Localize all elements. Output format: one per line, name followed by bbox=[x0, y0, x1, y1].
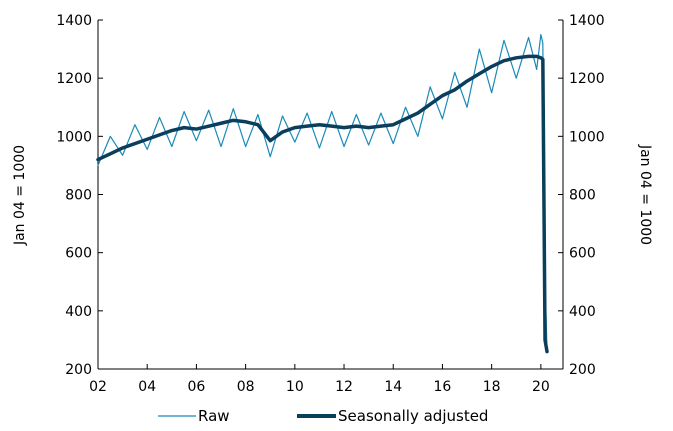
plot-frame bbox=[97, 20, 564, 370]
x-tick-label: 04 bbox=[138, 379, 156, 395]
left-y-tick-label: 800 bbox=[65, 188, 92, 204]
left-y-tick-label: 1200 bbox=[56, 71, 92, 87]
x-tick-label: 14 bbox=[384, 379, 402, 395]
left-y-tick-label: 400 bbox=[65, 304, 92, 320]
left-y-tick-label: 200 bbox=[65, 362, 92, 378]
x-tick-label: 16 bbox=[434, 379, 452, 395]
right-y-tick-label: 600 bbox=[569, 246, 596, 262]
right-y-tick-label: 1000 bbox=[569, 129, 605, 145]
right-y-ticks: 200 400 600 800 1000 1200 1400 bbox=[558, 13, 605, 378]
left-y-ticks: 200 400 600 800 1000 1200 1400 bbox=[56, 13, 103, 378]
left-y-tick-label: 1000 bbox=[56, 129, 92, 145]
x-tick-label: 06 bbox=[187, 379, 205, 395]
right-y-tick-label: 1400 bbox=[569, 13, 605, 29]
right-y-tick-label: 400 bbox=[569, 304, 596, 320]
x-tick-label: 08 bbox=[237, 379, 255, 395]
series-layer bbox=[96, 33, 549, 354]
x-tick-label: 20 bbox=[532, 379, 550, 395]
right-y-tick-label: 200 bbox=[569, 362, 596, 378]
right-y-tick-label: 800 bbox=[569, 188, 596, 204]
x-tick-label: 12 bbox=[335, 379, 353, 395]
series-line-seasonally-adjusted bbox=[96, 54, 549, 354]
left-y-axis-title: Jan 04 = 1000 bbox=[12, 145, 28, 246]
legend: Raw Seasonally adjusted bbox=[158, 407, 488, 425]
series-line-raw bbox=[97, 33, 548, 350]
left-y-tick-label: 600 bbox=[65, 246, 92, 262]
x-ticks: 02 04 06 08 10 12 14 16 18 20 bbox=[89, 364, 550, 395]
right-y-axis-title: Jan 04 = 1000 bbox=[637, 144, 653, 245]
left-y-tick-label: 1400 bbox=[56, 13, 92, 29]
right-y-tick-label: 1200 bbox=[569, 71, 605, 87]
legend-label-seasonally-adjusted: Seasonally adjusted bbox=[338, 407, 488, 425]
x-tick-label: 02 bbox=[89, 379, 107, 395]
x-tick-label: 18 bbox=[483, 379, 501, 395]
x-tick-label: 10 bbox=[286, 379, 304, 395]
legend-label-raw: Raw bbox=[198, 407, 230, 425]
